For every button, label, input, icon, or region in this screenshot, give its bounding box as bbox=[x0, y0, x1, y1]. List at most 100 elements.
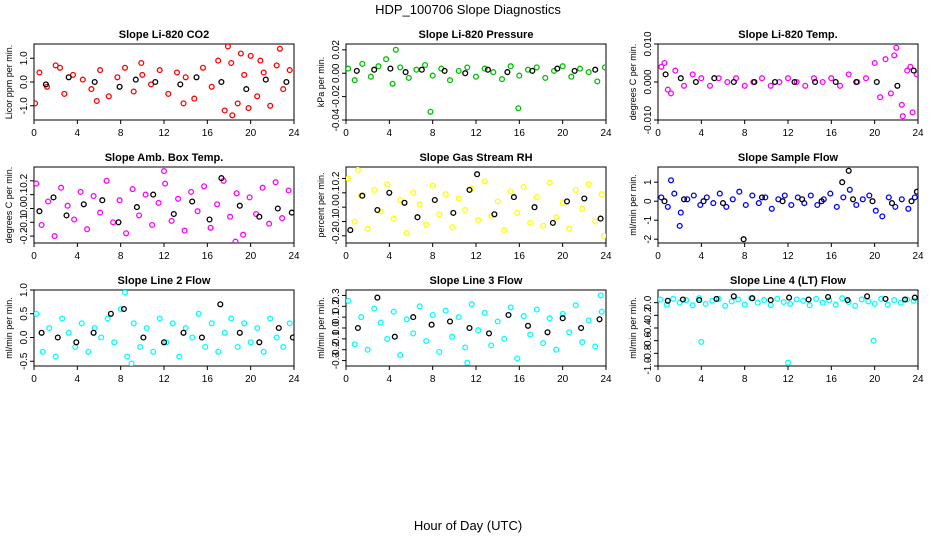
data-point-flagged bbox=[735, 296, 742, 303]
data-point-flagged bbox=[481, 65, 488, 72]
data-point-valid bbox=[354, 324, 361, 332]
data-point-flagged bbox=[110, 219, 117, 226]
chart-panel-pressure: Slope Li-820 Pressure 0 4 8 12 16 20 24 0.02 0.00… bbox=[316, 29, 612, 139]
data-point-valid bbox=[578, 324, 585, 332]
panel-title: Slope Line 2 Flow bbox=[118, 275, 211, 287]
data-point-flagged bbox=[762, 194, 769, 201]
x-tick-label: 16 bbox=[514, 374, 526, 385]
data-point-flagged bbox=[346, 175, 352, 182]
data-point-flagged bbox=[39, 348, 46, 355]
data-point-flagged bbox=[34, 100, 39, 107]
x-tick-label: 4 bbox=[75, 251, 81, 262]
data-point-valid bbox=[751, 78, 758, 86]
data-point-flagged bbox=[392, 46, 399, 53]
data-point-flagged bbox=[566, 329, 573, 336]
data-point-flagged bbox=[910, 297, 917, 304]
x-tick-label: 12 bbox=[470, 128, 482, 139]
data-point-valid bbox=[274, 205, 281, 212]
chart-panel-ambbox: Slope Amb. Box Temp. 0 4 8 12 16 20 24 0.20.10.0… bbox=[4, 152, 300, 262]
data-point-flagged bbox=[285, 187, 292, 194]
data-point-flagged bbox=[64, 202, 71, 209]
data-point-valid bbox=[441, 67, 448, 74]
data-point-valid bbox=[236, 202, 243, 209]
data-point-flagged bbox=[130, 88, 137, 95]
y-tick-label: 0.2 bbox=[331, 299, 342, 313]
data-point-valid bbox=[559, 315, 566, 322]
x-tick-label: 0 bbox=[655, 128, 661, 139]
data-point-valid bbox=[825, 293, 832, 301]
data-point-flagged bbox=[165, 90, 172, 97]
y-tick-label: 0.0 bbox=[19, 201, 30, 215]
x-tick-label: 20 bbox=[557, 374, 569, 385]
data-point-valid bbox=[680, 196, 688, 203]
data-point-flagged bbox=[228, 315, 235, 322]
x-tick-label: 8 bbox=[742, 128, 748, 139]
data-point-flagged bbox=[201, 183, 208, 190]
data-point-flagged bbox=[90, 192, 97, 200]
data-point-flagged bbox=[559, 63, 566, 70]
data-point-valid bbox=[692, 78, 699, 86]
data-point-flagged bbox=[696, 295, 703, 302]
data-point-valid bbox=[700, 198, 707, 205]
data-point-valid bbox=[193, 74, 200, 81]
y-tick-label: 1 bbox=[643, 179, 654, 185]
data-point-flagged bbox=[156, 67, 163, 74]
data-point-valid bbox=[289, 334, 294, 341]
y-tick-label: -0.04 bbox=[331, 108, 342, 131]
points-line4 bbox=[658, 293, 918, 366]
data-point-valid bbox=[882, 295, 889, 302]
y-tick-label: 0.1 bbox=[19, 187, 30, 201]
data-point-flagged bbox=[442, 191, 449, 198]
data-point-valid bbox=[839, 179, 846, 186]
x-tick-label: 12 bbox=[782, 374, 794, 385]
data-point-valid bbox=[160, 339, 168, 346]
data-point-valid bbox=[38, 329, 45, 336]
data-point-flagged bbox=[97, 67, 104, 74]
data-point-flagged bbox=[237, 50, 244, 57]
data-point-flagged bbox=[909, 109, 916, 116]
x-tick-label: 4 bbox=[387, 374, 393, 385]
data-point-valid bbox=[54, 334, 61, 341]
data-point-flagged bbox=[61, 90, 68, 97]
data-point-flagged bbox=[828, 75, 835, 82]
data-point-flagged bbox=[150, 348, 157, 355]
data-point-flagged bbox=[423, 221, 430, 228]
data-point-flagged bbox=[180, 100, 187, 107]
data-point-flagged bbox=[279, 215, 286, 222]
data-point-flagged bbox=[907, 63, 914, 70]
y-tick-label: 1.0 bbox=[19, 51, 30, 65]
data-point-flagged bbox=[207, 224, 214, 231]
plot-frame bbox=[33, 166, 295, 244]
data-point-flagged bbox=[774, 295, 781, 302]
data-point-flagged bbox=[104, 315, 111, 322]
y-axis-label: ml/min per min. bbox=[628, 297, 638, 359]
data-point-flagged bbox=[45, 198, 52, 205]
data-point-valid bbox=[152, 78, 159, 86]
data-point-flagged bbox=[576, 65, 584, 72]
data-point-flagged bbox=[514, 209, 521, 216]
data-point-flagged bbox=[364, 346, 371, 353]
data-point-flagged bbox=[722, 302, 729, 309]
panel-title: Slope Li-820 Temp. bbox=[738, 29, 837, 41]
data-point-flagged bbox=[455, 314, 462, 321]
data-point-flagged bbox=[156, 315, 163, 322]
x-tick-label: 8 bbox=[742, 251, 748, 262]
chart-panel-rh: Slope Gas Stream RH0 4 8 12 16 20 240.20.10.0-… bbox=[316, 152, 612, 262]
data-point-flagged bbox=[853, 201, 860, 209]
data-point-flagged bbox=[501, 227, 508, 234]
data-point-valid bbox=[505, 311, 512, 319]
data-point-flagged bbox=[390, 308, 397, 315]
data-point-flagged bbox=[568, 73, 575, 80]
y-tick-label: -0.8 bbox=[643, 344, 654, 362]
data-point-flagged bbox=[891, 52, 898, 59]
y-tick-label: -0.6 bbox=[643, 332, 654, 350]
x-tick-label: 4 bbox=[699, 251, 705, 262]
data-point-flagged bbox=[462, 344, 469, 351]
data-point-flagged bbox=[259, 184, 266, 191]
data-point-flagged bbox=[59, 315, 66, 322]
data-point-flagged bbox=[592, 343, 599, 350]
data-point-flagged bbox=[671, 190, 678, 197]
x-tick-label: 20 bbox=[869, 251, 881, 262]
data-point-valid bbox=[374, 206, 381, 214]
data-point-valid bbox=[189, 198, 196, 205]
